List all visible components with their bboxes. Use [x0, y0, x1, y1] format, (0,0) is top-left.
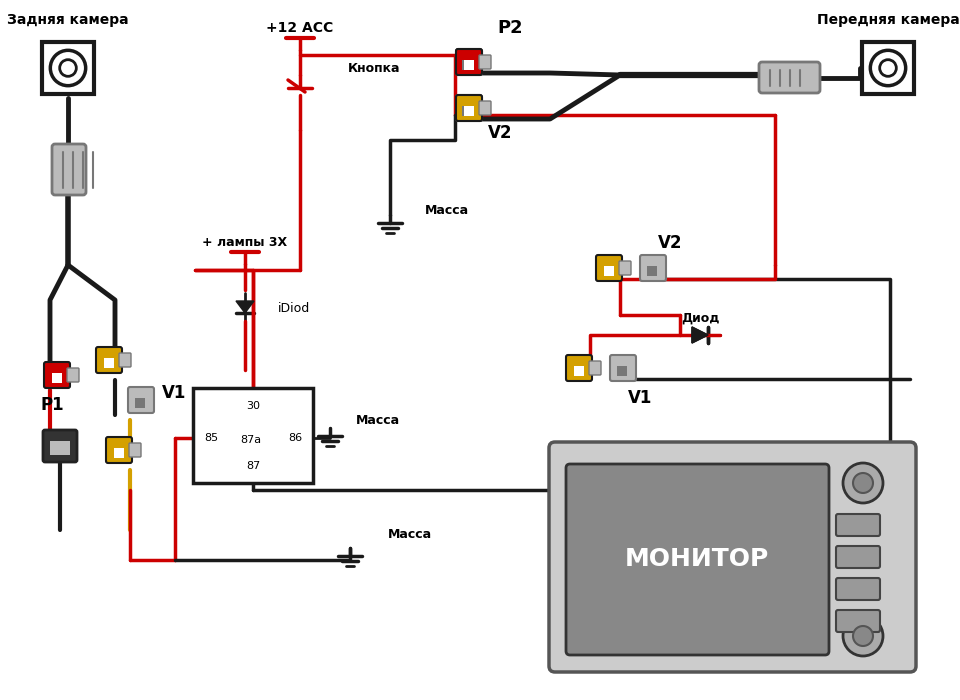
FancyBboxPatch shape	[456, 95, 482, 121]
FancyBboxPatch shape	[549, 442, 916, 672]
FancyBboxPatch shape	[129, 443, 141, 457]
Text: Передняя камера: Передняя камера	[817, 13, 959, 27]
Circle shape	[853, 626, 873, 646]
Text: V1: V1	[162, 384, 186, 402]
Text: 87: 87	[246, 461, 260, 471]
Circle shape	[60, 60, 76, 76]
Text: Задняя камера: Задняя камера	[7, 13, 129, 27]
Text: Масса: Масса	[388, 528, 432, 542]
Bar	[104, 358, 114, 368]
Text: 86: 86	[288, 433, 302, 443]
Circle shape	[843, 463, 883, 503]
FancyBboxPatch shape	[640, 255, 666, 281]
FancyBboxPatch shape	[836, 546, 880, 568]
Text: +12 ACC: +12 ACC	[266, 21, 334, 35]
Text: МОНИТОР: МОНИТОР	[625, 547, 769, 571]
FancyBboxPatch shape	[566, 464, 829, 655]
Text: V2: V2	[658, 234, 683, 252]
Circle shape	[879, 60, 897, 76]
Bar	[52, 373, 62, 383]
Bar	[42, 42, 94, 94]
FancyBboxPatch shape	[596, 255, 622, 281]
Bar	[464, 60, 474, 70]
Polygon shape	[692, 327, 708, 343]
Text: P1: P1	[40, 396, 63, 414]
Bar	[574, 366, 584, 376]
Text: Масса: Масса	[425, 204, 469, 216]
Polygon shape	[236, 301, 254, 313]
Bar	[647, 266, 657, 276]
Text: P2: P2	[497, 19, 523, 37]
Circle shape	[843, 616, 883, 656]
FancyBboxPatch shape	[67, 368, 79, 382]
Text: iDiod: iDiod	[278, 302, 310, 314]
Text: Диод: Диод	[681, 312, 719, 325]
Bar	[135, 398, 145, 408]
FancyBboxPatch shape	[128, 387, 154, 413]
Text: 85: 85	[204, 433, 218, 443]
FancyBboxPatch shape	[759, 62, 820, 93]
Circle shape	[50, 50, 85, 85]
FancyBboxPatch shape	[119, 353, 131, 367]
Circle shape	[871, 50, 905, 85]
FancyBboxPatch shape	[106, 437, 132, 463]
Text: 87a: 87a	[240, 435, 261, 445]
Circle shape	[853, 473, 873, 493]
FancyBboxPatch shape	[566, 355, 592, 381]
FancyBboxPatch shape	[836, 514, 880, 536]
FancyBboxPatch shape	[589, 361, 601, 375]
FancyBboxPatch shape	[456, 49, 482, 75]
FancyBboxPatch shape	[456, 49, 482, 75]
Text: V2: V2	[488, 124, 513, 142]
FancyBboxPatch shape	[479, 55, 491, 69]
Bar	[50, 441, 70, 455]
Bar	[617, 366, 627, 376]
Text: Масса: Масса	[356, 414, 400, 426]
FancyBboxPatch shape	[610, 355, 636, 381]
Polygon shape	[692, 327, 708, 343]
FancyBboxPatch shape	[836, 610, 880, 632]
FancyBboxPatch shape	[44, 362, 70, 388]
Bar	[114, 448, 124, 458]
Bar	[462, 60, 472, 70]
Bar	[862, 42, 914, 94]
Bar	[604, 266, 614, 276]
Text: 30: 30	[246, 401, 260, 411]
FancyBboxPatch shape	[43, 430, 77, 462]
FancyBboxPatch shape	[479, 101, 491, 115]
Text: + лампы 3Х: + лампы 3Х	[203, 235, 288, 248]
Text: V1: V1	[628, 389, 652, 407]
FancyBboxPatch shape	[619, 261, 631, 275]
FancyBboxPatch shape	[456, 95, 482, 121]
Bar	[193, 388, 313, 483]
Bar	[464, 106, 474, 116]
FancyBboxPatch shape	[96, 347, 122, 373]
Bar	[462, 106, 472, 116]
FancyBboxPatch shape	[836, 578, 880, 600]
Text: Кнопка: Кнопка	[348, 62, 400, 74]
FancyBboxPatch shape	[52, 144, 86, 195]
